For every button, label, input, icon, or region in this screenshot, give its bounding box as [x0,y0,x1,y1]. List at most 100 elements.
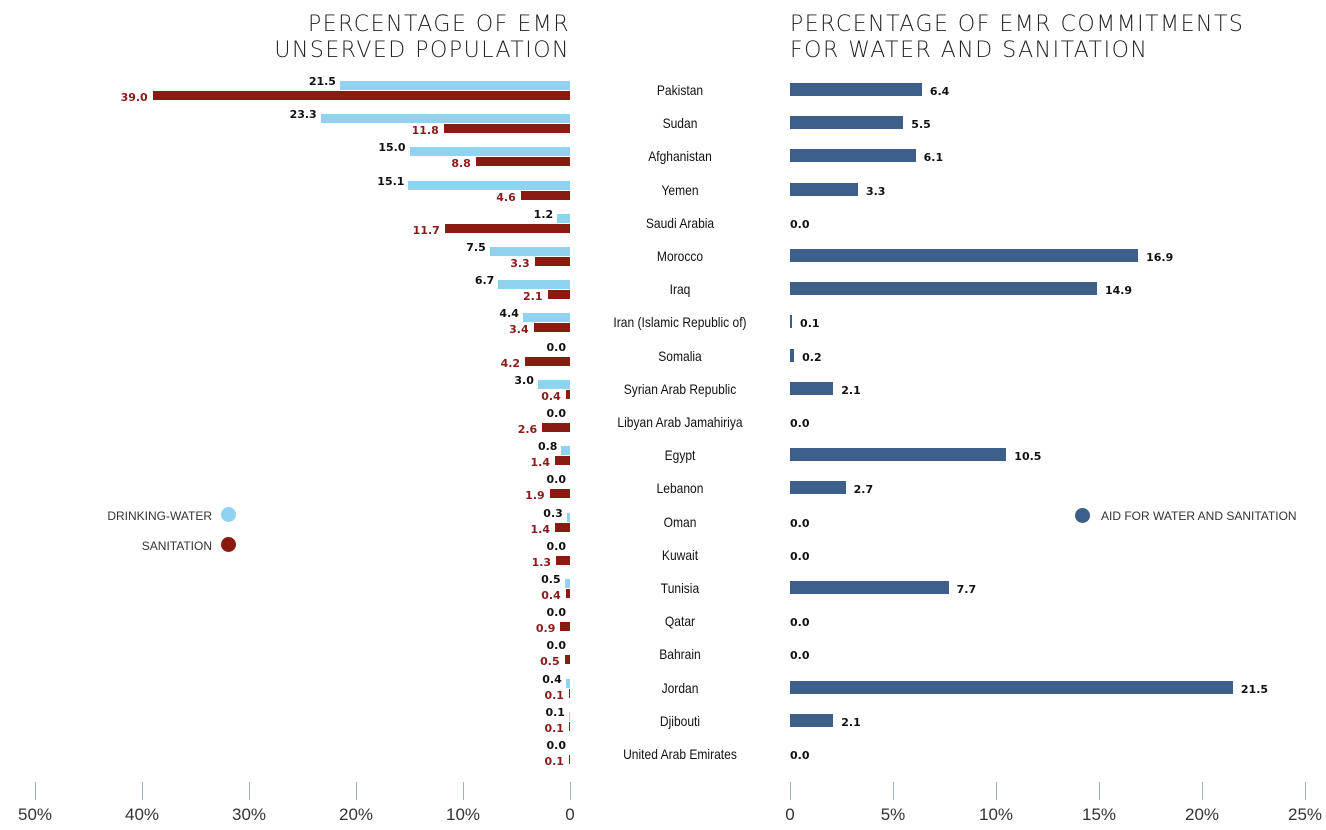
sanitation-bar-qatar [560,622,570,632]
country-label-qatar: Qatar [664,613,696,630]
aid-bar-djibouti [790,713,834,727]
legend-sanitation-label: SANITATION [141,539,212,553]
sanitation-value-jordan: 0.1 [544,688,564,702]
country-label-somalia: Somalia [658,347,702,364]
aid-bar-sudan [790,116,904,130]
aid-value-yemen: 3.3 [865,184,886,198]
aid-bar-syrian-arab-republic [790,381,834,395]
water-value-bahrain: 0.0 [546,639,567,653]
legend-water-label: DRINKING-WATER [107,509,212,523]
water-bar-iraq [498,280,570,290]
aid-value-iran-islamic-republic-of: 0.1 [800,317,820,331]
left-axis-label: 0 [565,805,575,824]
sanitation-value-oman: 1.4 [530,522,551,536]
country-label-morocco: Morocco [656,248,704,264]
legend-aid-label: AID FOR WATER AND SANITATION [1101,509,1297,523]
sanitation-bar-bahrain [564,655,570,665]
water-bar-iran-islamic-republic-of [522,313,570,323]
left-axis-label: 50% [17,805,53,824]
left-axis-label: 20% [338,805,374,824]
water-value-libyan-arab-jamahiriya: 0.0 [546,407,567,420]
left-title-line1: PERCENTAGE OF EMR [307,12,570,37]
sanitation-value-afghanistan: 8.8 [451,157,471,171]
aid-bar-somalia [790,348,795,362]
sanitation-bar-libyan-arab-jamahiriya [542,423,570,432]
sanitation-value-libyan-arab-jamahiriya: 2.6 [517,423,538,436]
aid-value-jordan: 21.5 [1240,682,1269,696]
right-title-line1: PERCENTAGE OF EMR COMMITMENTS [790,12,1245,37]
aid-value-somalia: 0.2 [802,350,822,364]
sanitation-bar-saudi-arabia [444,223,570,233]
water-value-afghanistan: 15.0 [378,141,406,155]
country-label-oman: Oman [663,513,697,530]
water-bar-pakistan [339,81,570,90]
right-chart-title: PERCENTAGE OF EMR COMMITMENTS FOR WATER … [790,12,1244,64]
left-axis-label: 40% [124,805,160,824]
sanitation-bar-kuwait [556,555,570,565]
left-axis-tick [142,782,143,800]
water-bar-egypt [561,446,570,456]
country-label-saudi-arabia: Saudi Arabia [645,214,715,231]
aid-bar-egypt [790,448,1007,462]
sanitation-bar-somalia [525,356,570,366]
country-label-jordan: Jordan [661,679,699,696]
aid-value-united-arab-emirates: 0.0 [790,749,810,762]
water-bar-saudi-arabia [557,213,570,223]
country-label-bahrain: Bahrain [659,646,701,663]
sanitation-value-tunisia: 0.4 [541,589,561,602]
sanitation-bar-yemen [520,190,570,200]
aid-value-lebanon: 2.7 [853,483,874,497]
sanitation-value-yemen: 4.6 [496,190,516,204]
water-value-tunisia: 0.5 [541,573,561,586]
water-bar-yemen [408,180,570,190]
aid-value-bahrain: 0.0 [790,649,810,663]
sanitation-bar-afghanistan [475,157,570,167]
water-bar-afghanistan [409,147,570,157]
water-bar-sudan [320,114,570,124]
country-label-afghanistan: Afghanistan [648,148,712,165]
water-value-syrian-arab-republic: 3.0 [514,373,534,387]
sanitation-value-lebanon: 1.9 [525,489,545,503]
water-value-egypt: 0.8 [537,440,558,454]
aid-value-iraq: 14.9 [1104,284,1133,298]
aid-value-syrian-arab-republic: 2.1 [841,383,861,397]
right-axis-tick [1202,782,1203,800]
country-label-pakistan: Pakistan [656,82,704,98]
country-label-tunisia: Tunisia [660,580,700,596]
sanitation-bar-sudan [443,124,570,134]
aid-bar-afghanistan [790,149,916,163]
country-label-united-arab-emirates: United Arab Emirates [623,746,737,762]
right-axis-label: 10% [978,805,1014,824]
aid-value-sudan: 5.5 [911,118,931,132]
legend-water-dot [221,507,236,522]
country-label-sudan: Sudan [662,115,698,132]
left-axis-tick [463,782,464,800]
water-value-kuwait: 0.0 [546,539,567,553]
water-value-oman: 0.3 [543,506,563,520]
sanitation-value-pakistan: 39.0 [120,91,148,104]
right-axis-tick [1305,782,1306,800]
water-value-morocco: 7.5 [466,241,486,254]
aid-value-tunisia: 7.7 [956,583,977,596]
aid-bar-jordan [790,680,1233,694]
aid-bar-morocco [790,249,1139,262]
water-value-iran-islamic-republic-of: 4.4 [499,307,519,321]
right-axis-label: 5% [880,805,906,824]
sanitation-value-morocco: 3.3 [510,257,530,270]
sanitation-bar-oman [555,522,570,532]
left-axis-tick [570,782,571,800]
water-value-iraq: 6.7 [474,274,495,288]
sanitation-bar-iraq [547,290,570,300]
right-axis-tick [893,782,894,800]
sanitation-value-syrian-arab-republic: 0.4 [541,389,561,403]
right-axis-label: 20% [1184,805,1220,824]
sanitation-value-egypt: 1.4 [530,456,551,470]
aid-bar-pakistan [790,83,922,96]
sanitation-value-iraq: 2.1 [523,290,543,304]
aid-bar-yemen [790,182,858,196]
right-axis-tick [996,782,997,800]
sanitation-value-saudi-arabia: 11.7 [412,223,440,237]
sanitation-bar-jordan [568,688,570,698]
right-axis-label: 15% [1081,805,1117,824]
aid-value-kuwait: 0.0 [790,549,810,563]
